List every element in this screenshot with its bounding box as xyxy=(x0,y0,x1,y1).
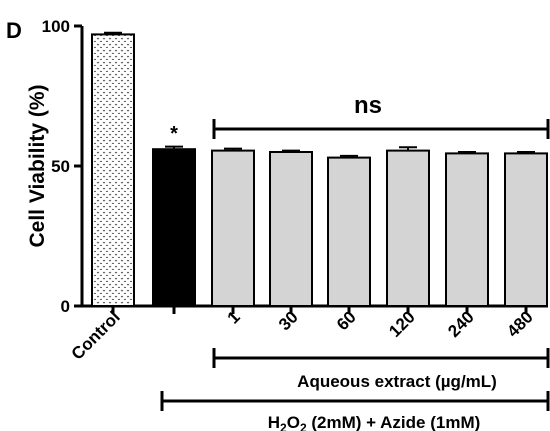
bar-h2o2-azide xyxy=(152,148,196,307)
y-axis-label: Cell Viability (%) xyxy=(26,85,49,248)
y-tick-label: 50 xyxy=(51,157,70,176)
ns-label: ns xyxy=(354,92,382,119)
bar-240 xyxy=(445,152,489,307)
treatment-group-label: H2O2 (2mM) + Azide (1mM) xyxy=(268,413,481,431)
ns-bracket xyxy=(212,119,550,139)
x-tick-label: 120 xyxy=(385,307,418,340)
x-tick-label: 480 xyxy=(503,307,536,340)
extract-group-label: Aqueous extract (µg/mL) xyxy=(297,372,497,391)
bars xyxy=(91,31,548,314)
x-tick-label: 240 xyxy=(444,307,477,340)
bar-Control xyxy=(91,33,135,308)
x-tick-label: 30 xyxy=(275,307,302,334)
treatment-bracket xyxy=(160,391,550,411)
bar-480 xyxy=(504,152,548,307)
panel-label: D xyxy=(6,18,22,43)
y-tick-label: 0 xyxy=(61,297,70,316)
bar-1 xyxy=(211,149,255,307)
bar-120 xyxy=(386,149,430,307)
y-tick-label: 100 xyxy=(42,17,70,36)
bar-60 xyxy=(327,156,371,307)
significance-star: * xyxy=(170,123,178,145)
extract-bracket xyxy=(212,348,550,368)
x-tick-label: Control xyxy=(68,307,124,363)
x-tick-label: 60 xyxy=(333,307,360,334)
x-tick-labels: Control 1 30 60 120 240 480 xyxy=(68,307,537,363)
bar-30 xyxy=(269,151,313,307)
